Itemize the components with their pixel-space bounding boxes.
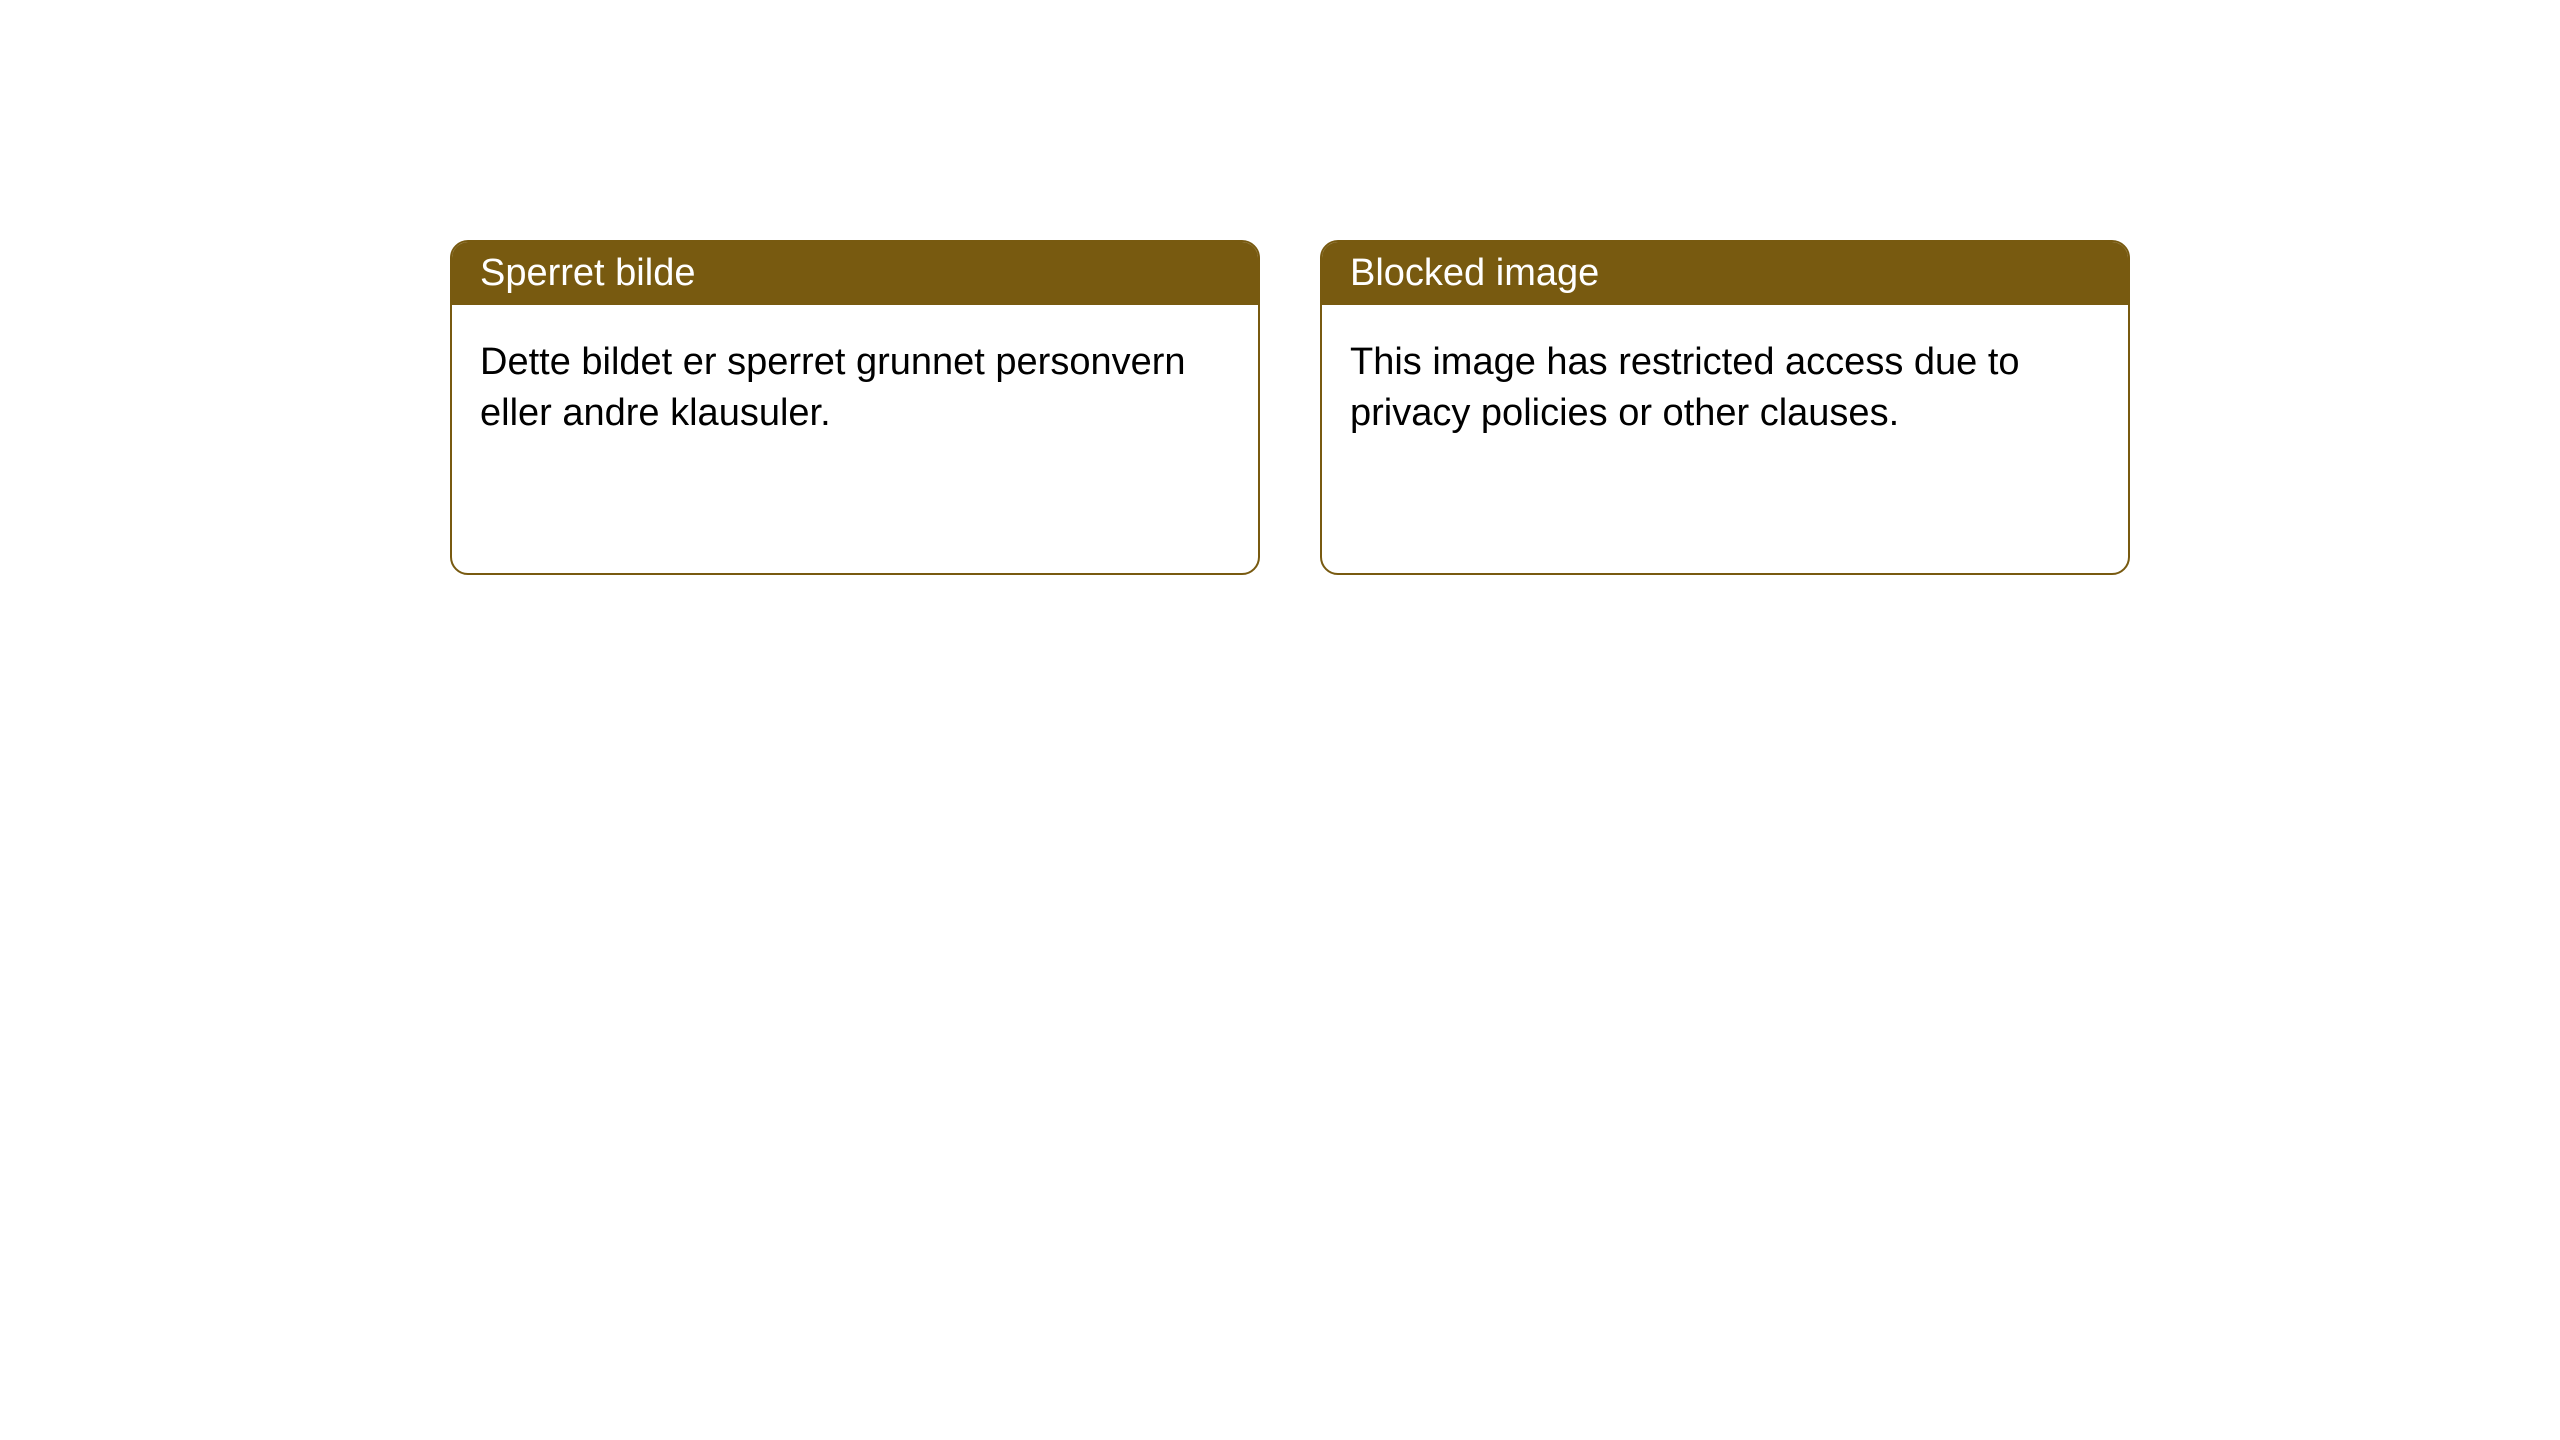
notice-card-norwegian: Sperret bilde Dette bildet er sperret gr… xyxy=(450,240,1260,575)
notice-card-title: Blocked image xyxy=(1322,242,2128,305)
notice-card-body: Dette bildet er sperret grunnet personve… xyxy=(452,305,1258,472)
notice-card-body: This image has restricted access due to … xyxy=(1322,305,2128,472)
notice-card-title: Sperret bilde xyxy=(452,242,1258,305)
notice-container: Sperret bilde Dette bildet er sperret gr… xyxy=(0,0,2560,575)
notice-card-english: Blocked image This image has restricted … xyxy=(1320,240,2130,575)
